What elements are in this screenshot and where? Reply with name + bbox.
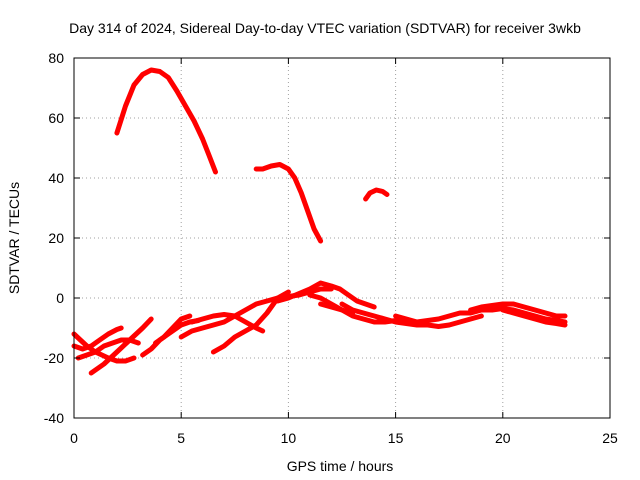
- series-line-arc-4: [71, 331, 137, 364]
- series-traces: [71, 67, 568, 376]
- y-tick-label: -20: [44, 350, 64, 366]
- y-tick-label: 40: [48, 170, 64, 186]
- grid-lines: [74, 58, 610, 418]
- y-tick-label: 0: [56, 290, 64, 306]
- x-tick-label: 25: [602, 430, 618, 446]
- chart-title: Day 314 of 2024, Sidereal Day-to-day VTE…: [69, 20, 581, 36]
- series-line-arc-1: [114, 67, 218, 175]
- x-tick-labels: 0 5 10 15 20 25: [70, 430, 618, 446]
- series-line-arc-7: [88, 316, 154, 376]
- series-line-arc-3: [363, 187, 390, 202]
- y-axis-label: SDTVAR / TECUs: [6, 182, 22, 294]
- series-line-arc-18: [468, 301, 568, 319]
- series-line-arc-14: [307, 292, 568, 325]
- y-tick-label: -40: [44, 410, 64, 426]
- x-tick-label: 20: [495, 430, 511, 446]
- series-line-arc-9: [153, 313, 193, 346]
- x-tick-label: 5: [177, 430, 185, 446]
- series-line-arc-8: [140, 318, 201, 358]
- y-tick-label: 60: [48, 110, 64, 126]
- series-line-arc-2: [253, 162, 324, 244]
- series-line-arc-16: [339, 301, 431, 328]
- series-line-arc-15: [318, 301, 356, 316]
- series-line-arc-5: [71, 325, 124, 352]
- x-tick-label: 10: [281, 430, 297, 446]
- y-tick-label: 80: [48, 50, 64, 66]
- x-tick-label: 0: [70, 430, 78, 446]
- series-line-arc-17: [393, 313, 484, 329]
- y-tick-labels: -40 -20 0 20 40 60 80: [44, 50, 64, 426]
- y-tick-label: 20: [48, 230, 64, 246]
- x-tick-label: 15: [388, 430, 404, 446]
- series-line-arc-13: [275, 280, 377, 310]
- axis-ticks: [73, 57, 611, 419]
- series-line-arc-12: [189, 312, 266, 334]
- x-axis-label: GPS time / hours: [287, 458, 394, 474]
- series-line-arc-19: [500, 307, 568, 328]
